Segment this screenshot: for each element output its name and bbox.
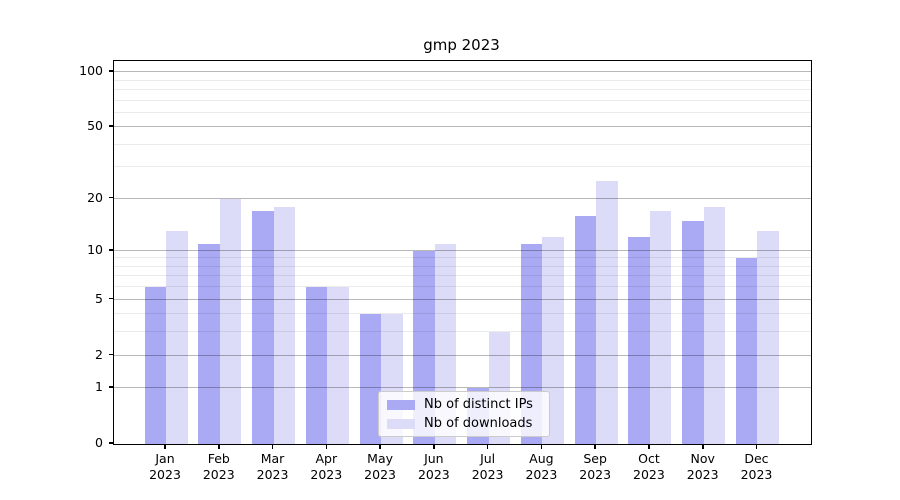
chart-title: gmp 2023	[423, 36, 500, 54]
legend-item-downloads: Nb of downloads	[387, 416, 541, 431]
x-tick-mark-jun	[433, 444, 435, 449]
plot-area	[113, 60, 812, 445]
bar-downloads-feb	[219, 198, 242, 444]
bar-distinct-ips-may	[359, 314, 382, 444]
legend-item-distinct-ips: Nb of distinct IPs	[387, 397, 541, 412]
bar-distinct-ips-apr	[305, 287, 328, 444]
y-tick-mark-0	[109, 442, 113, 444]
bar-downloads-nov	[703, 206, 726, 444]
y-tick-mark-5	[109, 297, 113, 300]
gridline-major-2	[114, 354, 811, 356]
bar-downloads-apr	[327, 287, 349, 444]
x-tick-mark-mar	[271, 444, 274, 449]
x-tick-mark-jul	[486, 444, 489, 449]
x-axis-label-aug: Aug 2023	[525, 451, 558, 482]
x-axis-label-sep: Sep 2023	[579, 451, 612, 482]
y-tick-mark-20	[109, 196, 113, 199]
x-tick-mark-feb	[218, 444, 220, 449]
y-tick-mark-100	[109, 70, 113, 72]
grid-layer	[114, 61, 811, 444]
x-tick-mark-jan	[164, 444, 166, 449]
x-axis-label-jun: Jun 2023	[417, 451, 450, 482]
gridline-major-5	[114, 298, 811, 300]
x-axis-label-apr: Apr 2023	[310, 451, 343, 482]
legend-label-downloads: Nb of downloads	[424, 416, 533, 431]
y-axis-label-2: 2	[95, 346, 103, 362]
bar-distinct-ips-sep	[574, 215, 597, 444]
gridline-major-10	[114, 249, 811, 251]
y-tick-mark-10	[109, 249, 113, 251]
x-axis-label-jul: Jul 2023	[471, 451, 504, 482]
gridline-major-1	[114, 387, 811, 389]
gridline-minor-90	[114, 79, 811, 81]
gridline-major-100	[114, 71, 811, 73]
bar-distinct-ips-feb	[198, 243, 220, 444]
x-tick-mark-may	[379, 444, 381, 449]
gridline-minor-30	[114, 166, 811, 168]
bar-distinct-ips-jan	[144, 287, 166, 444]
y-axis-label-5: 5	[95, 290, 103, 306]
y-axis-label-100: 100	[79, 63, 103, 79]
x-axis-label-nov: Nov 2023	[686, 451, 719, 482]
x-tick-mark-oct	[648, 444, 650, 449]
bar-downloads-dec	[757, 231, 779, 444]
gridline-major-50	[114, 126, 811, 128]
y-tick-mark-2	[109, 353, 113, 356]
x-axis-label-dec: Dec 2023	[740, 451, 773, 482]
bar-downloads-oct	[649, 211, 672, 444]
gridline-minor-6	[114, 286, 811, 288]
y-axis-label-50: 50	[87, 118, 103, 134]
x-tick-mark-sep	[594, 444, 596, 449]
x-axis-label-feb: Feb 2023	[202, 451, 235, 482]
x-tick-mark-aug	[540, 444, 543, 449]
x-axis-label-may: May 2023	[364, 451, 396, 482]
gridline-minor-9	[114, 257, 811, 259]
x-tick-mark-apr	[325, 444, 328, 449]
bar-distinct-ips-oct	[628, 237, 650, 444]
gridline-minor-80	[114, 88, 811, 90]
y-axis-label-10: 10	[87, 241, 103, 257]
gridline-minor-70	[114, 99, 811, 101]
legend-swatch-downloads	[387, 418, 415, 429]
bar-distinct-ips-mar	[252, 211, 274, 444]
x-axis-label-oct: Oct 2023	[633, 451, 665, 482]
y-tick-mark-1	[109, 386, 113, 388]
bar-distinct-ips-dec	[735, 258, 758, 444]
x-axis-label-mar: Mar 2023	[256, 451, 289, 482]
x-tick-mark-dec	[755, 444, 758, 449]
legend-label-distinct-ips: Nb of distinct IPs	[424, 397, 533, 412]
y-axis-label-20: 20	[87, 189, 103, 205]
bar-downloads-sep	[596, 181, 618, 444]
legend-swatch-distinct-ips	[387, 399, 415, 410]
gridline-minor-8	[114, 265, 811, 267]
x-axis-label-jan: Jan 2023	[149, 451, 181, 482]
legend: Nb of distinct IPs Nb of downloads	[378, 391, 550, 437]
bar-downloads-jan	[166, 231, 188, 444]
y-axis-label-1: 1	[95, 379, 103, 395]
gridline-minor-4	[114, 313, 811, 315]
gridline-minor-7	[114, 275, 811, 277]
gridline-minor-3	[114, 331, 811, 333]
x-tick-mark-nov	[702, 444, 704, 449]
gridline-minor-40	[114, 143, 811, 145]
gridline-major-20	[114, 197, 811, 199]
gridline-minor-60	[114, 111, 811, 113]
y-axis-label-0: 0	[95, 435, 103, 450]
bar-distinct-ips-nov	[682, 220, 704, 444]
bar-downloads-mar	[273, 206, 296, 444]
y-tick-mark-50	[109, 125, 113, 127]
